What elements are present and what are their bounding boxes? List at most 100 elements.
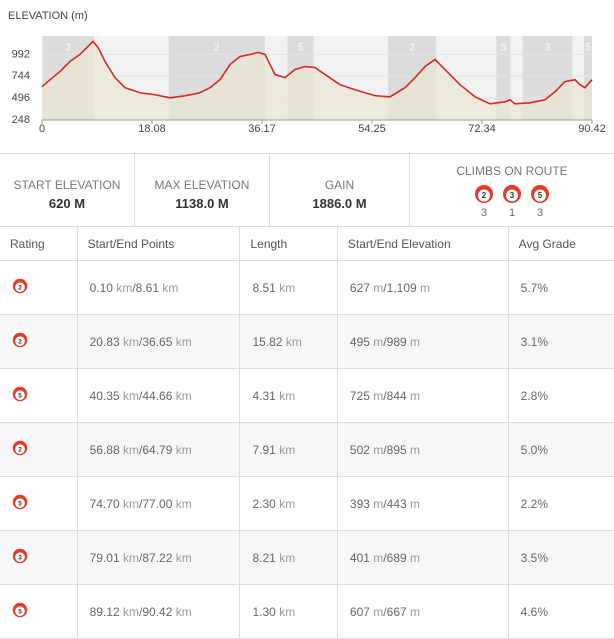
rating-cell: 3 — [0, 530, 78, 585]
table-row: 5 74.70 km/77.00 km 2.30 km 393 m/443 m 2.2% — [0, 476, 614, 531]
column-header: Length — [239, 227, 338, 261]
elevation-cell: 725 m/844 m — [337, 368, 509, 423]
climb-band-label: 2 — [66, 43, 72, 54]
climb-band-label: 3 — [545, 43, 551, 54]
end-km: 77.00 — [142, 496, 173, 511]
length-cell: 1.30 km — [239, 584, 338, 639]
unit: m — [410, 442, 421, 457]
points-cell: 79.01 km/87.22 km — [77, 530, 241, 585]
climb-band-label: 5 — [501, 43, 507, 54]
length: 7.91 — [252, 442, 276, 457]
grade-cell: 3.1% — [508, 314, 614, 369]
rating-cell: 2 — [0, 314, 78, 369]
icon-number: 5 — [18, 392, 22, 399]
rating-cell: 5 — [0, 476, 78, 531]
length-cell: 8.21 km — [239, 530, 338, 585]
grade-cell: 4.6% — [508, 584, 614, 639]
unit: m — [373, 604, 384, 619]
x-tick-label: 54.25 — [358, 123, 386, 135]
separator: / — [139, 442, 143, 457]
stat: GAIN 1886.0 M — [270, 154, 410, 226]
icon-core — [15, 390, 25, 400]
grade-cell: 3.5% — [508, 530, 614, 585]
unit: km — [279, 604, 296, 619]
separator: / — [139, 388, 143, 403]
separator: / — [139, 496, 143, 511]
y-tick-label: 496 — [12, 92, 30, 104]
table-head: Rating Start/End Points Length Start/End El… — [0, 227, 614, 261]
points-cell: 89.12 km/90.42 km — [77, 584, 241, 639]
climb-count: 3 — [480, 207, 488, 219]
separator: / — [383, 496, 387, 511]
x-tick-label: 18.08 — [138, 123, 166, 135]
separator: / — [139, 550, 143, 565]
climb-icon: 2 — [12, 278, 28, 294]
start-elevation: 401 — [349, 550, 370, 565]
length: 8.21 — [252, 550, 276, 565]
stat-label: START ELEVATION — [13, 178, 121, 192]
icon-core — [478, 189, 490, 202]
elevation-cell: 627 m/1,109 m — [337, 260, 509, 315]
unit: km — [123, 334, 139, 349]
length: 4.31 — [252, 388, 276, 403]
end-km: 44.66 — [142, 388, 173, 403]
icon-number: 5 — [18, 500, 22, 507]
grade-cell: 2.2% — [508, 476, 614, 531]
stat: START ELEVATION 620 M — [0, 154, 135, 226]
unit: km — [175, 442, 192, 457]
stat-value: 620 M — [48, 196, 86, 211]
icon-number: 5 — [538, 191, 543, 200]
icon-core — [15, 606, 25, 616]
stat-value: 1886.0 M — [312, 196, 367, 211]
unit: km — [116, 280, 133, 295]
icon-core — [15, 336, 25, 346]
points-cell: 74.70 km/77.00 km — [77, 476, 241, 531]
stat-label: GAIN — [324, 178, 355, 192]
separator: / — [383, 550, 387, 565]
unit: km — [279, 550, 296, 565]
length: 1.30 — [252, 604, 276, 619]
climb-icon: 3 — [12, 548, 28, 564]
elevation-cell: 393 m/443 m — [337, 476, 509, 531]
elevation-cell: 502 m/895 m — [337, 422, 509, 477]
separator: / — [139, 334, 143, 349]
climb-icon: 5 — [12, 494, 28, 510]
icon-number: 2 — [18, 446, 22, 453]
start-elevation: 393 — [349, 496, 370, 511]
stat-value: 1138.0 M — [175, 196, 229, 211]
chart-title: ELEVATION (m) — [8, 10, 88, 22]
unit: m — [410, 388, 421, 403]
table-row: 2 0.10 km/8.61 km 8.51 km 627 m/1,109 m 5.7% — [0, 260, 614, 315]
unit: m — [410, 496, 421, 511]
unit: km — [123, 496, 139, 511]
points-cell: 20.83 km/36.65 km — [77, 314, 241, 369]
grade-cell: 2.8% — [508, 368, 614, 423]
length-cell: 4.31 km — [239, 368, 338, 423]
unit: m — [410, 334, 421, 349]
header-row: Rating Start/End Points Length Start/End El… — [0, 227, 614, 261]
unit: m — [373, 442, 384, 457]
elevation-cell: 607 m/667 m — [337, 584, 509, 639]
start-elevation: 627 — [349, 280, 370, 295]
unit: km — [279, 280, 296, 295]
elevation-chart: ELEVATION (m) 2 2 5 2 5 3 5 248 496 744 992 0 18.08 3… — [8, 10, 606, 135]
table-row: 2 20.83 km/36.65 km 15.82 km 495 m/989 m 3.1… — [0, 314, 614, 369]
climb-band-label: 2 — [214, 43, 220, 54]
x-tick-label: 36.17 — [248, 123, 276, 135]
length-cell: 7.91 km — [239, 422, 338, 477]
x-tick-label: 72.34 — [468, 123, 496, 135]
y-tick-label: 744 — [12, 70, 30, 82]
end-km: 36.65 — [142, 334, 173, 349]
climb-count: 1 — [508, 207, 516, 219]
table-body: 2 0.10 km/8.61 km 8.51 km 627 m/1,109 m 5.7%… — [0, 260, 614, 639]
stats-bar: START ELEVATION 620 M MAX ELEVATION 1138.0 … — [0, 153, 614, 227]
column-header: Start/End Elevation — [337, 227, 509, 261]
end-km: 64.79 — [142, 442, 173, 457]
stat-label: MAX ELEVATION — [154, 178, 250, 192]
separator: / — [139, 604, 143, 619]
start-km: 74.70 — [89, 496, 120, 511]
points-cell: 0.10 km/8.61 km — [77, 260, 241, 315]
